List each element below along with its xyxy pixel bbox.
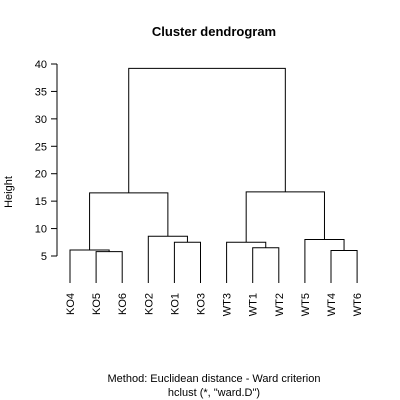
leaf-label-ko3: KO3 (196, 293, 208, 315)
y-tick-label: 25 (35, 141, 47, 153)
y-tick-label: 10 (35, 224, 47, 236)
y-tick-label: 35 (35, 86, 47, 98)
y-axis-label: Height (3, 176, 15, 208)
y-tick-label: 5 (41, 251, 47, 263)
merge-link-10 (245, 191, 325, 243)
leaf-labels: KO4 KO5 KO6 KO2 KO1 KO3 WT3 WT1 WT2 WT5 WT4 WT6 (65, 293, 364, 316)
leaf-label-ko1: KO1 (169, 293, 181, 315)
y-tick-label: 15 (35, 196, 47, 208)
merge-link-7 (226, 241, 267, 283)
y-tick-label: 30 (35, 114, 47, 126)
leaf-label-ko5: KO5 (91, 293, 103, 315)
y-tick-label: 20 (35, 169, 47, 181)
leaf-label-ko4: KO4 (65, 293, 77, 315)
merge-link-1 (95, 251, 123, 283)
y-tick-label: 40 (35, 59, 47, 71)
merge-link-8 (330, 250, 358, 283)
dendrogram-tree (69, 67, 358, 283)
leaf-label-wt3: WT3 (222, 293, 234, 316)
chart-title: Cluster dendrogram (152, 24, 276, 39)
x-axis-label: Method: Euclidean distance - Ward criter… (108, 373, 321, 385)
merge-link-3 (173, 241, 201, 283)
leaf-label-wt1: WT1 (248, 293, 260, 316)
merge-link-5 (89, 192, 169, 250)
leaf-label-wt2: WT2 (274, 293, 286, 316)
leaf-label-wt6: WT6 (352, 293, 364, 316)
merge-link-11 (128, 67, 286, 193)
merge-link-4 (147, 235, 188, 283)
merge-link-6 (252, 247, 280, 283)
leaf-label-ko6: KO6 (117, 293, 129, 315)
chart-subtitle: hclust (*, "ward.D") (168, 387, 260, 399)
y-axis: 5 10 15 20 25 30 35 40 (35, 59, 58, 263)
merge-link-2 (69, 249, 110, 283)
merge-link-9 (304, 239, 345, 283)
leaf-label-ko2: KO2 (143, 293, 155, 315)
leaf-label-wt5: WT5 (300, 293, 312, 316)
leaf-label-wt4: WT4 (326, 293, 338, 316)
